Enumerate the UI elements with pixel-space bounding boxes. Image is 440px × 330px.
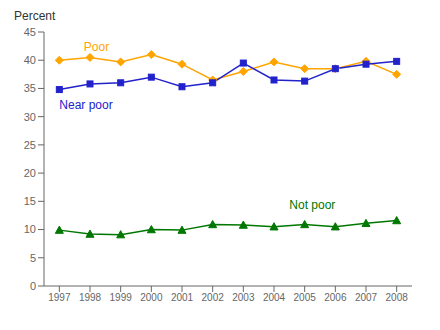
- svg-text:2003: 2003: [232, 292, 255, 303]
- svg-text:1999: 1999: [110, 292, 133, 303]
- svg-text:2007: 2007: [355, 292, 378, 303]
- svg-text:0: 0: [30, 280, 36, 292]
- svg-text:2000: 2000: [140, 292, 163, 303]
- svg-text:Not poor: Not poor: [289, 198, 335, 212]
- svg-text:45: 45: [24, 26, 36, 38]
- svg-text:20: 20: [24, 167, 36, 179]
- html-text:Percent: Percent: [14, 9, 56, 23]
- svg-text:Near poor: Near poor: [59, 98, 112, 112]
- svg-text:1997: 1997: [48, 292, 71, 303]
- svg-text:Poor: Poor: [84, 40, 109, 54]
- svg-text:2006: 2006: [324, 292, 347, 303]
- svg-text:2002: 2002: [202, 292, 225, 303]
- svg-text:10: 10: [24, 223, 36, 235]
- svg-text:40: 40: [24, 54, 36, 66]
- svg-text:35: 35: [24, 82, 36, 94]
- svg-text:1998: 1998: [79, 292, 102, 303]
- svg-text:2005: 2005: [294, 292, 317, 303]
- svg-text:5: 5: [30, 252, 36, 264]
- svg-text:15: 15: [24, 195, 36, 207]
- svg-text:30: 30: [24, 111, 36, 123]
- svg-text:25: 25: [24, 139, 36, 151]
- svg-text:2004: 2004: [263, 292, 286, 303]
- svg-text:2008: 2008: [386, 292, 409, 303]
- svg-text:2001: 2001: [171, 292, 194, 303]
